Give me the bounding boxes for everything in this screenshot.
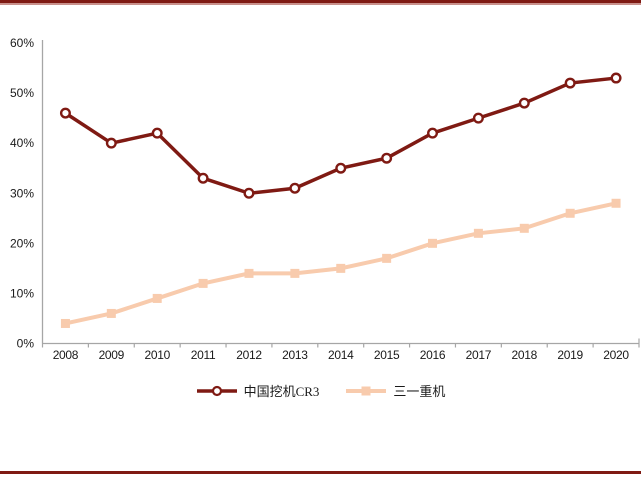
data-point-marker: [243, 187, 255, 199]
legend-label-china-cr3: 中国挖机CR3: [243, 383, 320, 399]
x-tick-label: 2009: [99, 348, 125, 362]
x-tick-label: 2015: [374, 348, 400, 362]
data-point-marker: [381, 152, 393, 164]
legend-item-china-cr3: 中国挖机CR3: [196, 383, 320, 399]
data-point-marker: [519, 223, 529, 233]
x-tick-label: 2010: [144, 348, 170, 362]
y-tick-label: 10%: [10, 286, 34, 300]
data-point-marker: [152, 293, 162, 303]
data-point-marker: [106, 308, 116, 318]
legend-square-marker: [361, 386, 371, 396]
data-point-marker: [151, 127, 163, 139]
data-point-marker: [611, 198, 621, 208]
data-point-marker: [565, 208, 575, 218]
y-tick-label: 60%: [10, 36, 34, 50]
y-tick-label: 20%: [10, 236, 34, 250]
x-tick-label: 2018: [512, 348, 538, 362]
data-point-marker: [336, 263, 346, 273]
x-tick-label: 2019: [557, 348, 583, 362]
y-tick-label: 50%: [10, 86, 34, 100]
data-point-marker: [290, 268, 300, 278]
x-tick-label: 2014: [328, 348, 354, 362]
series-line-0: [64, 76, 617, 196]
sany-line-marker-icon: [346, 386, 387, 396]
x-tick-label: 2013: [282, 348, 308, 362]
y-tick-label: 40%: [10, 136, 34, 150]
data-point-marker: [289, 182, 301, 194]
data-point-marker: [105, 137, 117, 149]
data-point-marker: [382, 253, 392, 263]
data-point-marker: [564, 77, 576, 89]
data-point-marker: [427, 127, 439, 139]
data-point-marker: [473, 228, 483, 238]
bottom-rule: [0, 471, 641, 474]
x-tick-label: 2011: [191, 348, 216, 362]
top-rule-dark-line: [0, 0, 641, 3]
data-point-marker: [244, 268, 254, 278]
x-tick-label: 2008: [53, 348, 79, 362]
data-point-marker: [335, 162, 347, 174]
chart-legend: 中国挖机CR3 三一重机: [0, 380, 641, 402]
data-point-marker: [59, 107, 71, 119]
data-point-marker: [428, 238, 438, 248]
data-point-marker: [197, 172, 209, 184]
x-tick-label: 2012: [236, 348, 262, 362]
cr3-line-marker-icon: [196, 385, 237, 397]
x-tick-label: 2016: [420, 348, 446, 362]
data-point-marker: [518, 97, 530, 109]
data-point-marker: [198, 278, 208, 288]
data-point-marker: [472, 112, 484, 124]
x-tick-label: 2020: [603, 348, 629, 362]
legend-label-sany: 三一重机: [393, 383, 446, 399]
y-tick-label: 30%: [10, 186, 34, 200]
legend-item-sany: 三一重机: [345, 384, 445, 398]
y-tick-label: 0%: [17, 337, 35, 351]
excavator-market-share-line-chart: 0% 10% 20% 30% 40% 50% 60% 2008 2009 2010 2011 2012…: [10, 36, 640, 362]
top-rule: [0, 0, 641, 5]
top-rule-light-line: [0, 3, 641, 5]
legend-circle-marker: [211, 385, 222, 397]
data-point-marker: [60, 318, 70, 328]
x-tick-label: 2017: [466, 348, 492, 362]
data-point-marker: [610, 72, 622, 84]
series-line-1: [65, 201, 617, 326]
